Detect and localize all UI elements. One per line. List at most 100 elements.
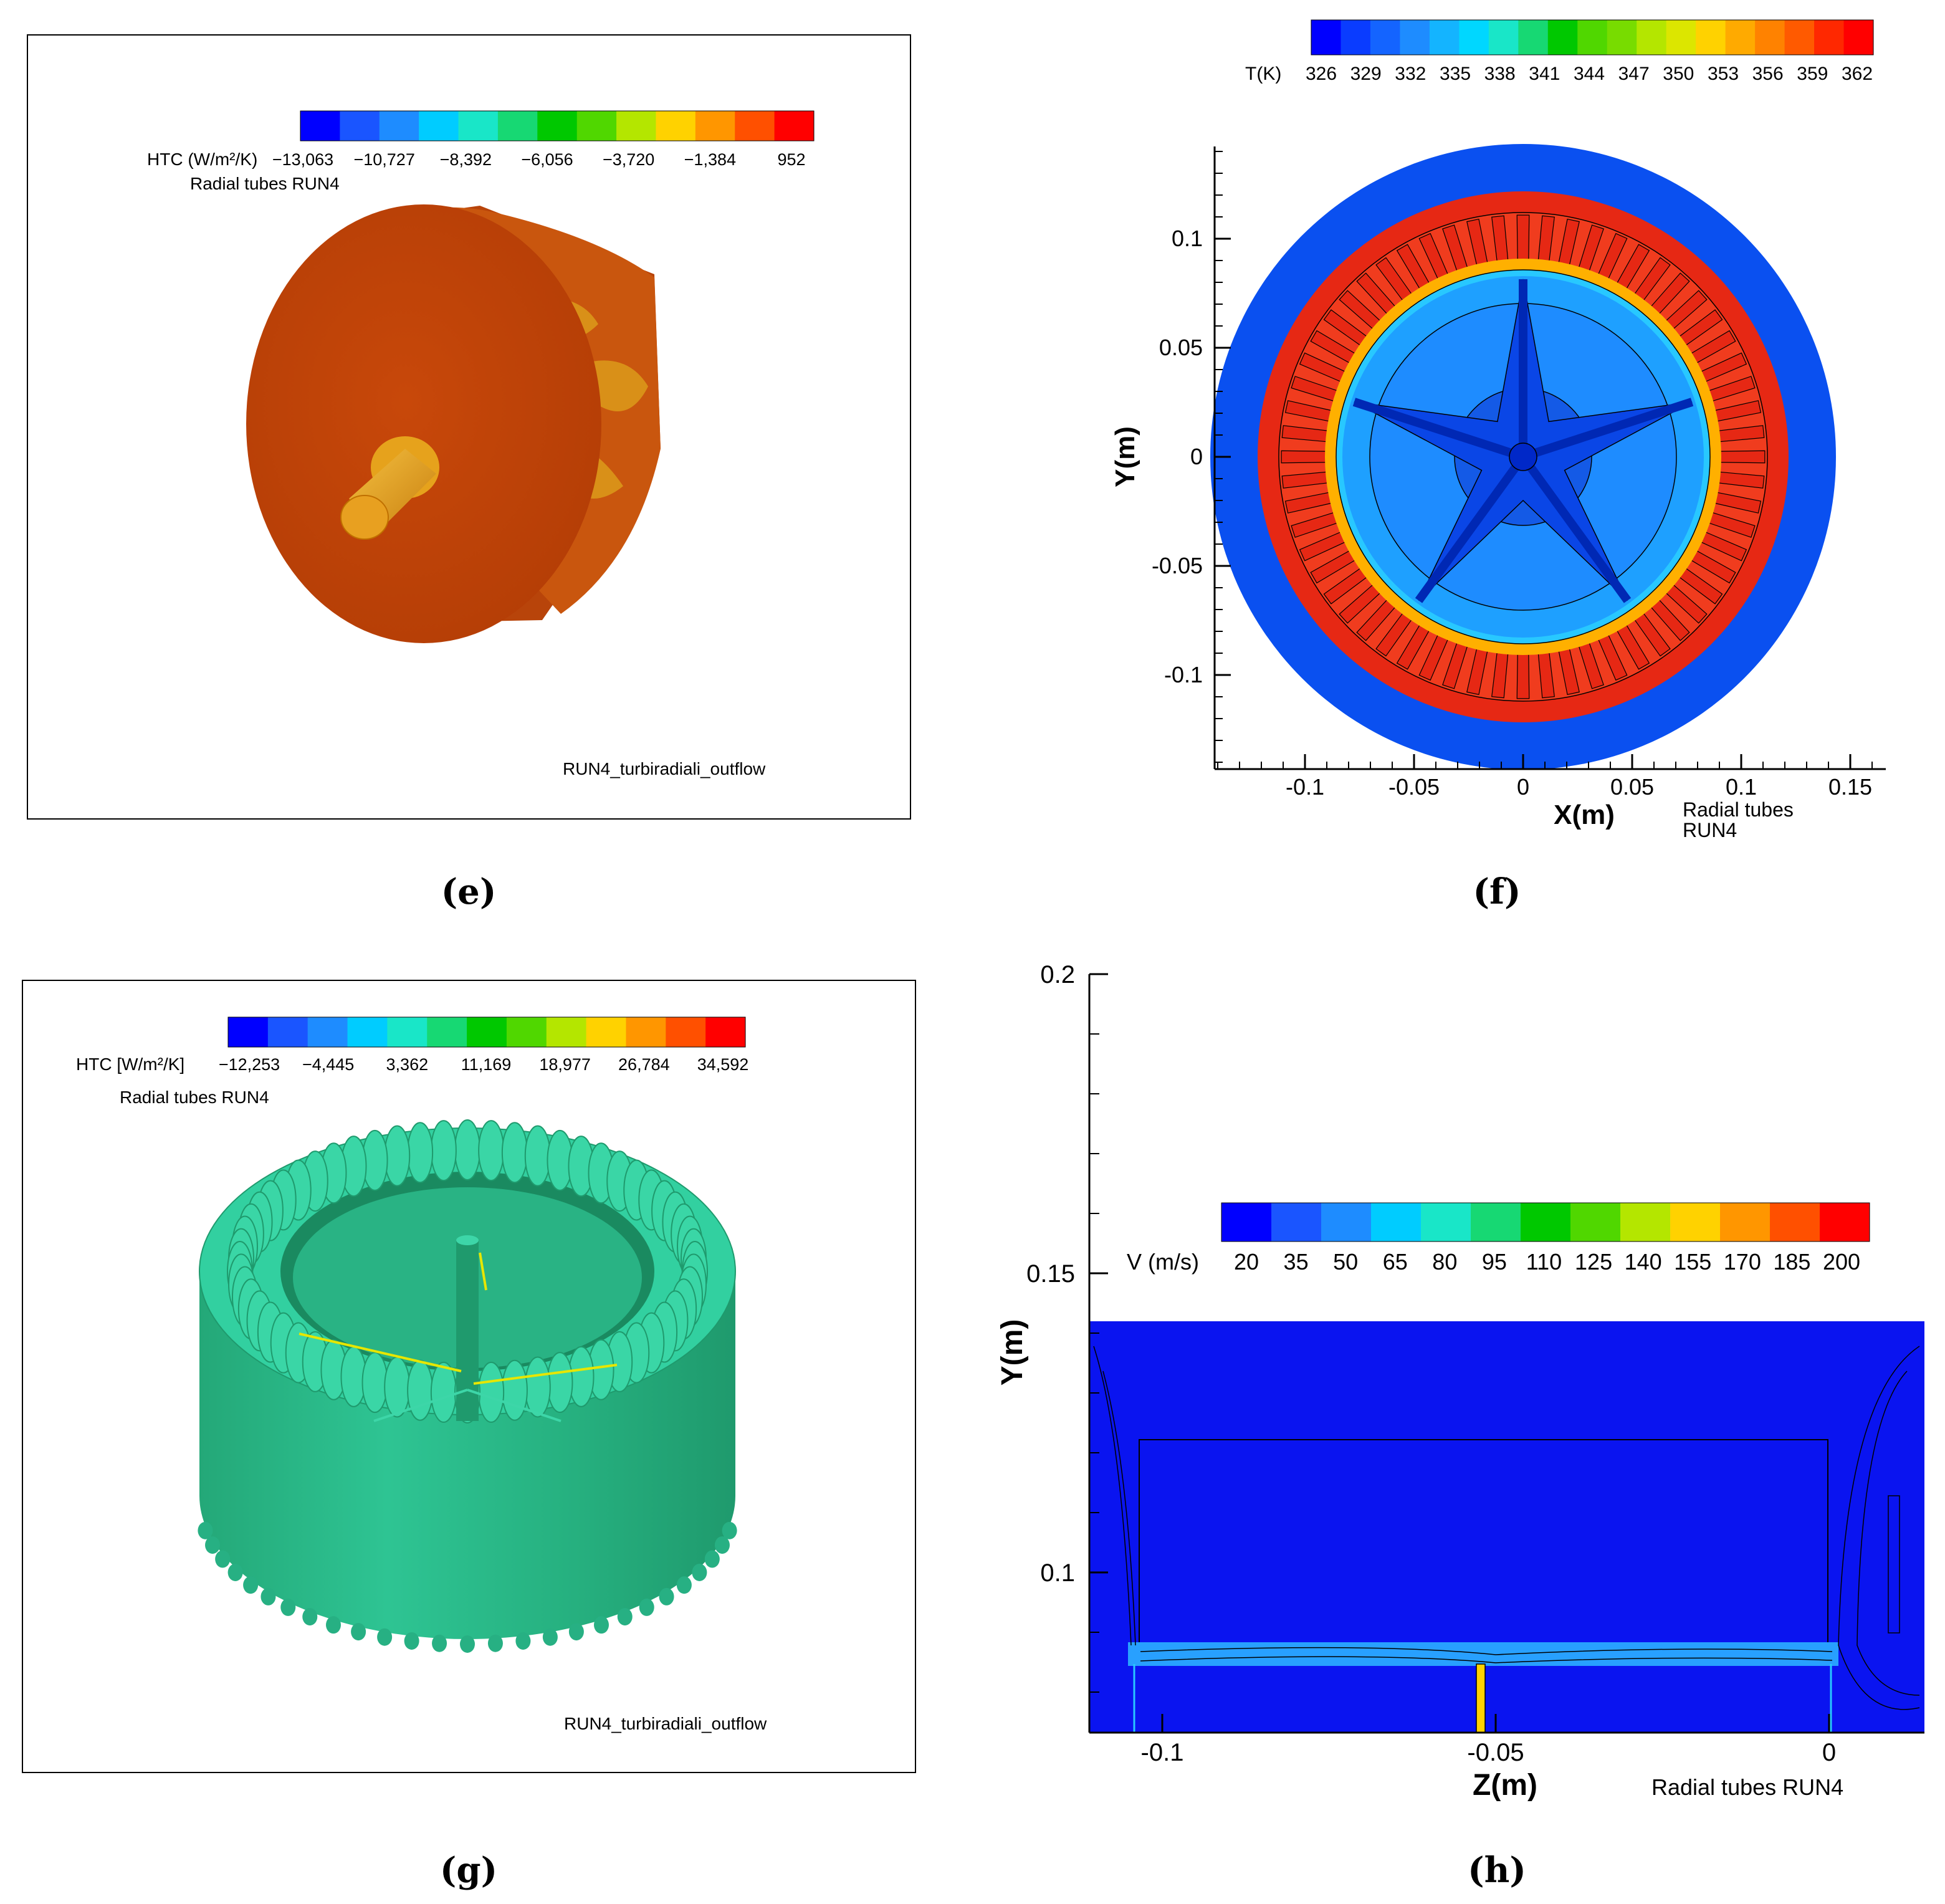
colorbar-swatch	[1429, 20, 1460, 55]
y-tick-label: -0.1	[1164, 662, 1203, 687]
colorbar-swatch	[586, 1017, 626, 1047]
colorbar-swatch	[1271, 1203, 1322, 1241]
panel-h-footer: Radial tubes RUN4	[1651, 1774, 1843, 1800]
tube-end	[617, 1608, 633, 1626]
stator-slot	[1281, 450, 1329, 464]
stator-slots	[1281, 214, 1766, 699]
colorbar-swatch	[1421, 1203, 1471, 1241]
colorbar-swatch	[626, 1017, 666, 1047]
colorbar-swatch	[1521, 1203, 1571, 1241]
colorbar-swatch	[1666, 20, 1696, 55]
colorbar-swatch	[267, 1017, 308, 1047]
panel-h: V (m/s) 20 35 50 65 80 95 110 125 140 155 170 185 20…	[996, 961, 1924, 1802]
x-tick-label: 0.1	[1726, 774, 1757, 800]
y-tick-label: 0.1	[1040, 1559, 1075, 1587]
colorbar-label: 356	[1752, 64, 1784, 84]
colorbar-label: 326	[1306, 64, 1337, 84]
colorbar-label: 338	[1484, 64, 1516, 84]
temperature-contour-plot	[1210, 144, 1836, 770]
colorbar-label: −13,063	[272, 150, 333, 169]
tube-end	[243, 1576, 259, 1594]
colorbar-swatch	[1814, 20, 1845, 55]
colorbar-swatch	[616, 111, 656, 141]
x-tick-label: -0.05	[1388, 774, 1440, 800]
colorbar-swatch	[1784, 20, 1815, 55]
colorbar-label: −1,384	[684, 150, 736, 169]
tube-end	[568, 1623, 584, 1641]
panel-e-subtitle: Radial tubes RUN4	[190, 174, 340, 193]
colorbar-label: 50	[1333, 1249, 1358, 1275]
colorbar-swatch	[1637, 20, 1667, 55]
colorbar-swatch	[1755, 20, 1785, 55]
tube-end	[227, 1564, 243, 1581]
colorbar-swatch	[1607, 20, 1637, 55]
panel-f-colorbar	[1311, 19, 1874, 55]
panel-f: T(K) 326 329 332 335 338 341 344 347 350 353 356 35…	[1110, 19, 1886, 841]
colorbar-swatch	[1547, 20, 1578, 55]
colorbar-swatch	[1696, 20, 1726, 55]
colorbar-label: 341	[1529, 64, 1560, 84]
caption-e: (e)	[441, 871, 497, 912]
colorbar-label: 952	[777, 150, 805, 169]
radial-tube	[478, 1120, 505, 1182]
panel-f-footer-1: Radial tubes	[1683, 798, 1794, 821]
tube-end	[260, 1587, 276, 1605]
panel-f-legend-title: T(K)	[1245, 64, 1281, 84]
colorbar-swatch	[387, 1017, 428, 1047]
x-tick-label: 0.15	[1828, 774, 1872, 800]
tube-end	[704, 1550, 720, 1568]
stator-slot	[1516, 214, 1530, 263]
airgap-flow	[1128, 1642, 1838, 1666]
colorbar-label: 359	[1797, 64, 1828, 84]
x-tick-label: 0	[1822, 1739, 1836, 1766]
motor-housing-render	[246, 204, 661, 643]
colorbar-swatch	[1371, 1203, 1422, 1241]
colorbar-swatch	[1370, 20, 1400, 55]
radial-tube	[407, 1122, 434, 1184]
panel-e-colorbar	[300, 110, 815, 141]
tube-end	[692, 1564, 707, 1581]
tube-end	[351, 1623, 366, 1641]
colorbar-label: −4,445	[302, 1055, 354, 1074]
colorbar-label: 80	[1432, 1249, 1457, 1275]
panel-e-footer: RUN4_turbiradiali_outflow	[563, 759, 766, 778]
colorbar-swatch	[379, 111, 419, 141]
radial-tube	[454, 1119, 480, 1180]
radial-tube	[384, 1356, 411, 1418]
tube-end	[377, 1628, 393, 1646]
panel-g-footer: RUN4_turbiradiali_outflow	[564, 1714, 767, 1733]
colorbar-label: 335	[1440, 64, 1471, 84]
panel-h-legend-title: V (m/s)	[1127, 1249, 1199, 1275]
colorbar-swatch	[656, 111, 696, 141]
tube-end	[542, 1628, 558, 1646]
tube-end	[676, 1576, 692, 1594]
colorbar-swatch	[340, 111, 380, 141]
colorbar-label: 110	[1526, 1249, 1562, 1275]
tube-end	[639, 1598, 654, 1616]
panel-g-legend-title: HTC [W/m²/K]	[76, 1055, 184, 1074]
colorbar-swatch	[1570, 1203, 1621, 1241]
rotor-spoke	[1352, 398, 1525, 461]
colorbar-label: 329	[1350, 64, 1382, 84]
colorbar-label: −10,727	[353, 150, 414, 169]
colorbar-swatch	[467, 1017, 507, 1047]
colorbar-swatch	[1577, 20, 1608, 55]
colorbar-swatch	[228, 1017, 269, 1047]
x-tick-label: -0.1	[1286, 774, 1324, 800]
panel-f-colorbar-labels: 326 329 332 335 338 341 344 347 350 353 356 359 362	[1306, 64, 1873, 84]
radial-tube	[407, 1359, 434, 1421]
colorbar-swatch	[537, 111, 578, 141]
radial-tube	[501, 1122, 528, 1184]
colorbar-swatch	[735, 111, 775, 141]
colorbar-label: −12,253	[219, 1055, 280, 1074]
colorbar-label: 200	[1823, 1249, 1860, 1275]
tube-end	[302, 1608, 318, 1626]
colorbar-swatch	[546, 1017, 587, 1047]
tube-end	[460, 1635, 475, 1653]
colorbar-label: 362	[1842, 64, 1873, 84]
x-tick-label: 0.05	[1610, 774, 1654, 800]
colorbar-swatch	[576, 111, 617, 141]
colorbar-swatch	[497, 111, 538, 141]
y-tick-label: 0	[1190, 444, 1203, 469]
